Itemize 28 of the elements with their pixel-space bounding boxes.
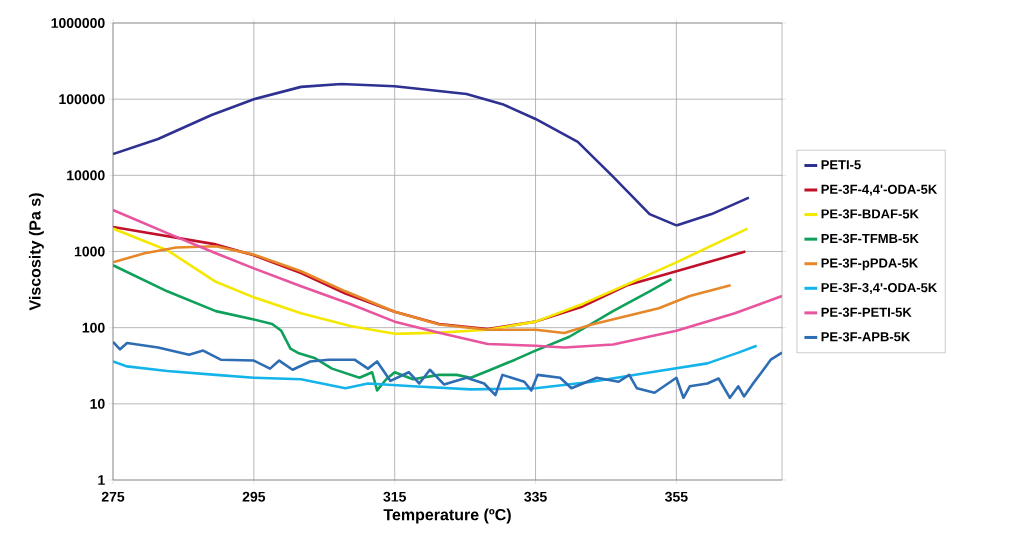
x-axis-title: Temperature (ºC)	[383, 508, 511, 524]
line-series	[113, 340, 783, 400]
y-tick-label: 100000	[59, 94, 105, 105]
y-tick-label: 100	[82, 322, 105, 333]
legend-label: PE-3F-4,4'-ODA-5K	[821, 184, 938, 196]
y-tick-label: 10	[90, 398, 105, 409]
y-tick-label: 1000000	[51, 18, 105, 28]
x-tick-label: 295	[242, 491, 266, 502]
legend-label: PE-3F-TFMB-5K	[821, 233, 919, 244]
x-tick-label: 335	[524, 491, 547, 502]
x-tick-label: 315	[383, 491, 406, 502]
legend-label: PETI-5	[821, 160, 861, 170]
y-tick-label: 10000	[67, 170, 105, 181]
y-tick-label: 1	[98, 475, 105, 485]
line-series	[113, 245, 732, 335]
line-series	[113, 344, 758, 391]
legend-label: PE-3F-PETI-5K	[821, 307, 912, 317]
y-axis-title: Viscosity (Pa s)	[28, 193, 44, 311]
x-tick-label: 355	[665, 491, 688, 502]
legend-label: PE-3F-pPDA-5K	[821, 258, 919, 271]
legend-label: PE-3F-BDAF-5K	[821, 209, 919, 219]
line-series	[113, 208, 783, 349]
y-tick-label: 1000	[74, 246, 105, 257]
line-series	[113, 263, 673, 392]
legend-label: PE-3F-APB-5K	[821, 332, 911, 342]
legend-label: PE-3F-3,4'-ODA-5K	[821, 283, 938, 295]
line-series	[113, 82, 751, 227]
x-tick-label: 275	[101, 491, 125, 502]
